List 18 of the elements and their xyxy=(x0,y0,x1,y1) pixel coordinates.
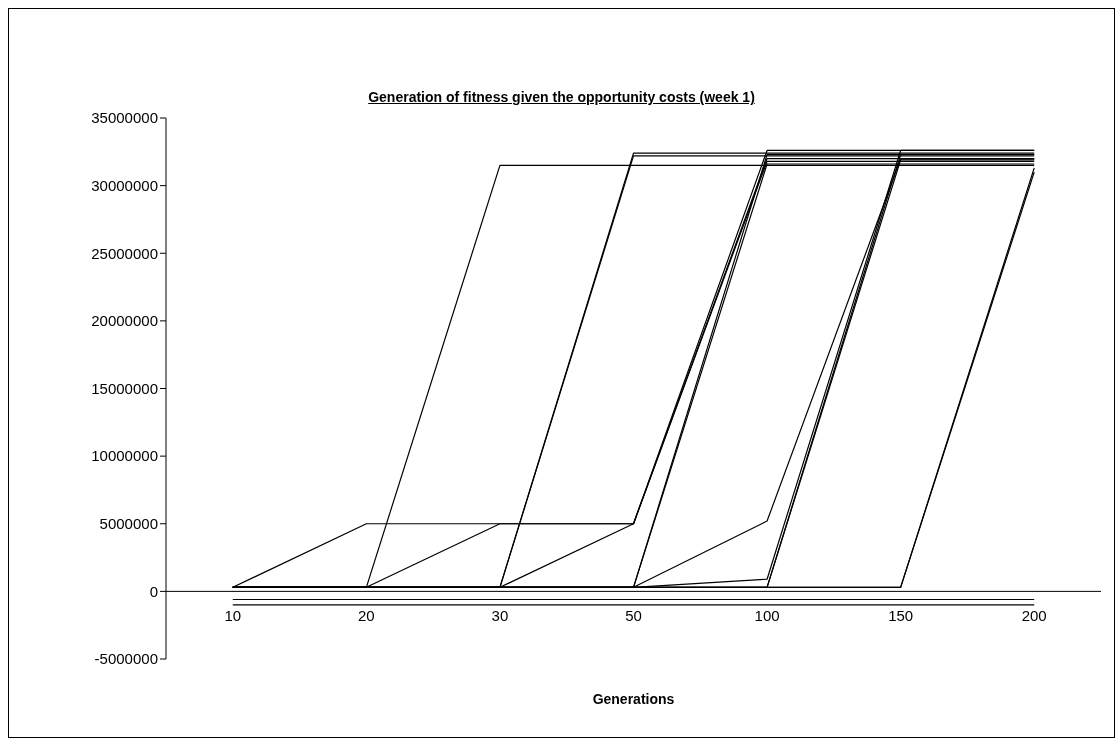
y-tick-label: -5000000 xyxy=(94,650,158,668)
y-tick-label: 20000000 xyxy=(91,312,158,330)
chart-title: Generation of fitness given the opportunity costs (week 1) xyxy=(367,89,756,105)
x-tick-label: 100 xyxy=(754,607,780,625)
y-tick-label: 5000000 xyxy=(99,515,158,533)
x-tick-label: 30 xyxy=(491,607,509,625)
x-tick-label: 10 xyxy=(224,607,242,625)
y-tick-label: 30000000 xyxy=(91,176,158,194)
y-tick-label: 25000000 xyxy=(91,244,158,262)
y-tick-label: 10000000 xyxy=(91,447,158,465)
y-tick-label: 0 xyxy=(149,582,158,600)
y-tick-label: 15000000 xyxy=(91,379,158,397)
x-tick-label: 50 xyxy=(625,607,642,625)
x-tick-label: 200 xyxy=(1021,607,1047,625)
x-axis-title: Generations xyxy=(591,691,676,707)
x-tick-label: 150 xyxy=(888,607,914,625)
y-tick-label: 35000000 xyxy=(91,109,158,127)
x-tick-label: 20 xyxy=(358,607,375,625)
